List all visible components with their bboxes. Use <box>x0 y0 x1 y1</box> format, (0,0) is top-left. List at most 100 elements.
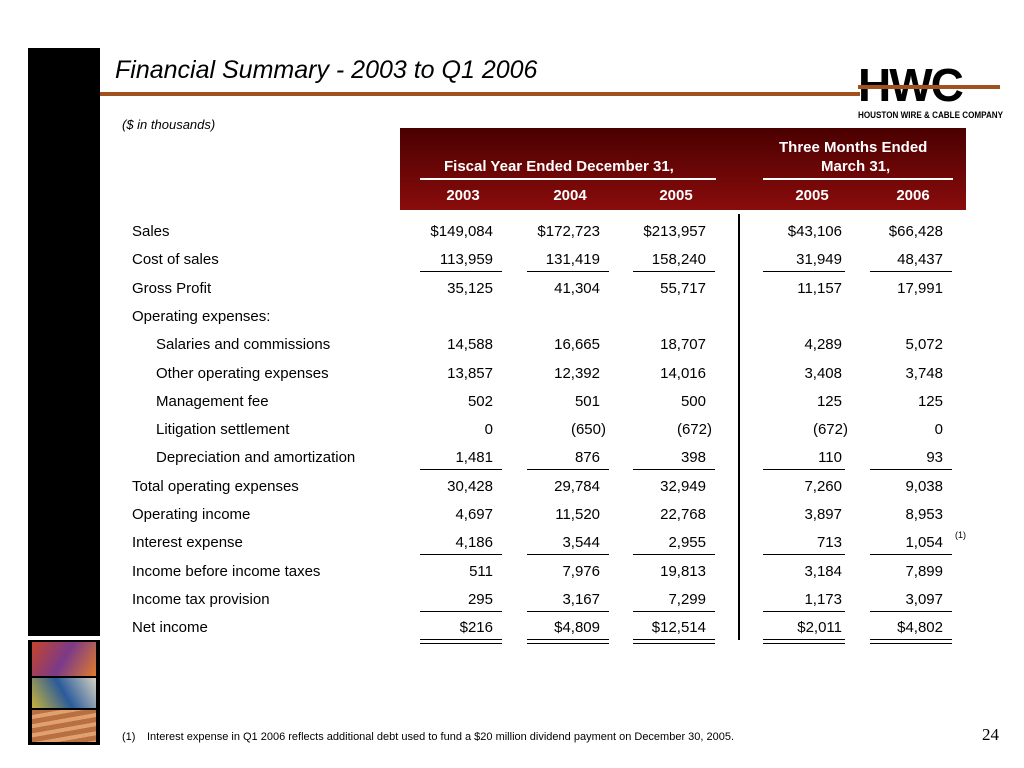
cell: 1,173 <box>804 590 842 608</box>
cell-underline <box>420 639 502 641</box>
cell: 3,167 <box>562 590 600 608</box>
cell-underline <box>527 271 609 273</box>
cell: $2,011 <box>797 619 842 637</box>
cell: $4,802 <box>897 619 943 637</box>
cell: 158,240 <box>651 251 706 269</box>
cell-underline <box>527 469 609 471</box>
cell: $172,723 <box>537 223 600 240</box>
cell: 3,748 <box>905 364 943 382</box>
cell: 3,097 <box>905 590 943 608</box>
cell: 113,959 <box>439 251 493 269</box>
cell-underline <box>763 643 845 645</box>
row-label: Total operating expenses <box>132 477 299 495</box>
row-label: Gross Profit <box>132 279 212 297</box>
cell-underline <box>763 271 845 273</box>
cell: $149,084 <box>430 223 493 240</box>
cell: 4,186 <box>455 534 493 552</box>
column-divider <box>738 214 740 640</box>
cell: 0 <box>934 421 943 439</box>
cell-underline <box>527 610 609 612</box>
cell: 1,054 <box>905 534 943 552</box>
cell-underline <box>633 639 715 641</box>
cell: 12,392 <box>554 364 600 382</box>
cell-underline <box>870 639 952 641</box>
cell-underline <box>527 639 609 641</box>
column-header: 2003 <box>446 187 480 204</box>
column-header: 2006 <box>896 187 930 204</box>
cell: 29,784 <box>554 477 600 495</box>
fiscal-header: Fiscal Year Ended December 31, <box>444 158 674 175</box>
side-bar <box>28 48 100 636</box>
cell: 11,520 <box>555 506 600 523</box>
cell: 8,953 <box>905 506 943 523</box>
quarter-header: March 31, <box>821 158 891 175</box>
cell: 7,899 <box>905 562 943 580</box>
footnote-marker: (1) <box>122 731 136 743</box>
cell: (672) <box>676 421 712 439</box>
cell: 511 <box>469 562 493 580</box>
cell: 398 <box>680 449 706 467</box>
cell-underline <box>527 554 609 556</box>
title: Financial Summary - 2003 to Q1 2006 <box>115 56 538 84</box>
cell-underline <box>420 271 502 273</box>
column-header: 2005 <box>795 187 829 204</box>
cell: 11,157 <box>797 279 842 297</box>
cell-underline <box>870 554 952 556</box>
footnote: Interest expense in Q1 2006 reflects add… <box>147 731 735 743</box>
page-number: 24 <box>982 725 999 744</box>
cell: 7,260 <box>804 477 842 495</box>
title-rule <box>100 92 860 96</box>
cell-underline <box>420 643 502 645</box>
cell: 3,408 <box>804 364 842 382</box>
row-label: Depreciation and amortization <box>156 449 356 467</box>
cell: $4,809 <box>554 619 600 637</box>
cell: 14,588 <box>447 336 493 354</box>
column-header: 2005 <box>659 187 693 204</box>
cell: $43,106 <box>787 223 842 240</box>
cell: $213,957 <box>643 223 706 240</box>
cell-underline <box>763 639 845 641</box>
row-label: Operating income <box>132 506 251 523</box>
cell-underline <box>633 271 715 273</box>
row-note: (1) <box>955 530 966 541</box>
cell-underline <box>420 610 502 612</box>
cell: 110 <box>818 449 842 467</box>
logo-stripe <box>858 85 1000 89</box>
cell: 35,125 <box>447 279 493 297</box>
cell-underline <box>870 610 952 612</box>
side-image <box>28 640 100 745</box>
cell: 3,544 <box>562 534 600 552</box>
cell: 5,072 <box>905 336 943 354</box>
row-label: Income before income taxes <box>132 562 321 580</box>
cell: 7,299 <box>668 590 706 608</box>
cell: $216 <box>459 619 493 637</box>
cell: 48,437 <box>897 251 943 269</box>
quarter-header: Three Months Ended <box>779 139 928 156</box>
row-label: Management fee <box>156 392 269 410</box>
cell: 16,665 <box>554 336 600 354</box>
subtitle: ($ in thousands) <box>122 117 216 132</box>
cell: 19,813 <box>660 562 706 580</box>
row-label: Interest expense <box>132 534 243 552</box>
cell: 125 <box>917 392 943 410</box>
row-label: Other operating expenses <box>156 364 329 382</box>
cell-underline <box>633 610 715 612</box>
cell: 9,038 <box>905 477 943 495</box>
cell-underline <box>763 610 845 612</box>
row-label: Litigation settlement <box>156 421 290 439</box>
cell: 502 <box>467 392 493 410</box>
row-label: Salaries and commissions <box>156 336 331 354</box>
cell-underline <box>870 271 952 273</box>
company-name: HOUSTON WIRE & CABLE COMPANY <box>858 110 1004 120</box>
cell-underline <box>633 643 715 645</box>
header-rule <box>763 178 953 180</box>
cell-underline <box>763 469 845 471</box>
cell: 501 <box>574 392 600 410</box>
cell: 13,857 <box>447 364 493 382</box>
cell: 30,428 <box>447 477 493 495</box>
column-header: 2004 <box>553 187 587 204</box>
cell: 2,955 <box>668 534 706 552</box>
cell: $12,514 <box>651 619 706 637</box>
row-label: Net income <box>132 619 208 637</box>
